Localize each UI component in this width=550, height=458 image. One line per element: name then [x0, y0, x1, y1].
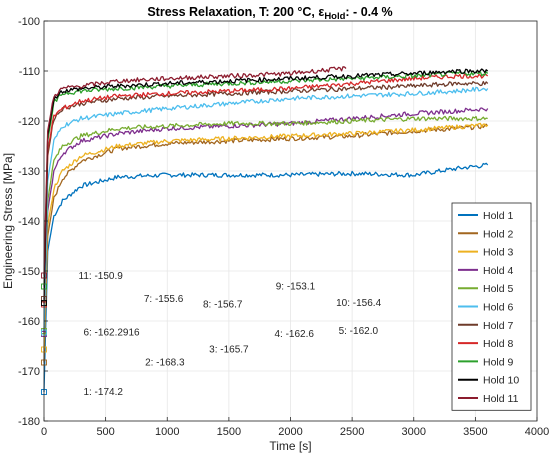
annotation-label: 9: -153.1: [276, 282, 316, 293]
legend-label: Hold 1: [483, 210, 514, 222]
series-line-hold-1: [43, 162, 489, 393]
y-tick-label: -150: [18, 266, 40, 278]
annotations: 11: -150.9 7: -155.6 8: -156.7 9: -153.1 10:…: [79, 271, 382, 398]
x-tick-label: 1000: [155, 426, 179, 438]
series-line-hold-4: [43, 107, 489, 335]
annotation-label: 8: -156.7: [203, 300, 243, 311]
x-tick-label: 3500: [463, 426, 487, 438]
legend-label: Hold 3: [483, 247, 514, 259]
annotation-label: 10: -156.4: [336, 298, 381, 309]
legend-label: Hold 4: [483, 265, 514, 277]
title-subscript: Hold: [324, 11, 345, 22]
x-tick-label: 500: [96, 426, 114, 438]
series-line-hold-9: [43, 70, 489, 287]
annotation-label: 3: -165.7: [209, 345, 249, 356]
title-main: Stress Relaxation, T: 200 °C, ε: [147, 5, 324, 19]
y-tick-label: -160: [18, 316, 40, 328]
y-tick-label: -170: [18, 366, 40, 378]
series-lines: [43, 66, 489, 393]
x-axis-label: Time [s]: [269, 439, 311, 453]
chart-title: Stress Relaxation, T: 200 °C, εHold: - 0…: [147, 5, 392, 22]
annotation-label: 5: -162.0: [339, 326, 379, 337]
legend-label: Hold 5: [483, 283, 514, 295]
legend-label: Hold 7: [483, 320, 514, 332]
y-tick-label: -100: [18, 16, 40, 28]
series-line-hold-8: [43, 73, 489, 305]
x-tick-label: 1500: [217, 426, 241, 438]
title-tail: : - 0.4 %: [345, 5, 392, 19]
series-line-hold-11: [43, 66, 347, 276]
annotation-label: 2: -168.3: [145, 358, 185, 369]
legend-label: Hold 11: [483, 393, 519, 405]
legend-label: Hold 10: [483, 375, 519, 387]
legend-label: Hold 6: [483, 302, 514, 314]
x-tick-label: 0: [41, 426, 47, 438]
y-tick-label: -120: [18, 116, 40, 128]
x-tick-label: 4000: [525, 426, 549, 438]
legend: Hold 1 Hold 2 Hold 3 Hold 4 Hold 5 Hold 6 Hold…: [451, 202, 532, 411]
legend-label: Hold 9: [483, 356, 514, 368]
annotation-label: 7: -155.6: [144, 294, 184, 305]
y-tick-label: -180: [18, 416, 40, 428]
x-tick-label: 3000: [402, 426, 426, 438]
x-tick-label: 2500: [340, 426, 364, 438]
annotation-label: 4: -162.6: [274, 329, 314, 340]
series-line-hold-10: [43, 68, 489, 304]
y-axis-label: Engineering Stress [MPa]: [1, 153, 15, 289]
annotation-label: 6: -162.2916: [83, 328, 140, 339]
y-tick-label: -130: [18, 166, 40, 178]
series-line-hold-5: [43, 115, 488, 332]
series-line-hold-3: [43, 122, 489, 350]
x-tick-label: 2000: [278, 426, 302, 438]
axis-ticks: 0 500 1000 1500 2000 2500 3000 3500 4000 -100 -110…: [18, 16, 549, 438]
annotation-label: 1: -174.2: [83, 387, 123, 398]
series-line-hold-7: [43, 80, 489, 300]
y-tick-label: -110: [19, 66, 40, 78]
series-line-hold-6: [43, 86, 489, 333]
annotation-label: 11: -150.9: [79, 271, 124, 282]
legend-label: Hold 2: [483, 228, 514, 240]
y-tick-label: -140: [18, 216, 40, 228]
legend-label: Hold 8: [483, 338, 514, 350]
